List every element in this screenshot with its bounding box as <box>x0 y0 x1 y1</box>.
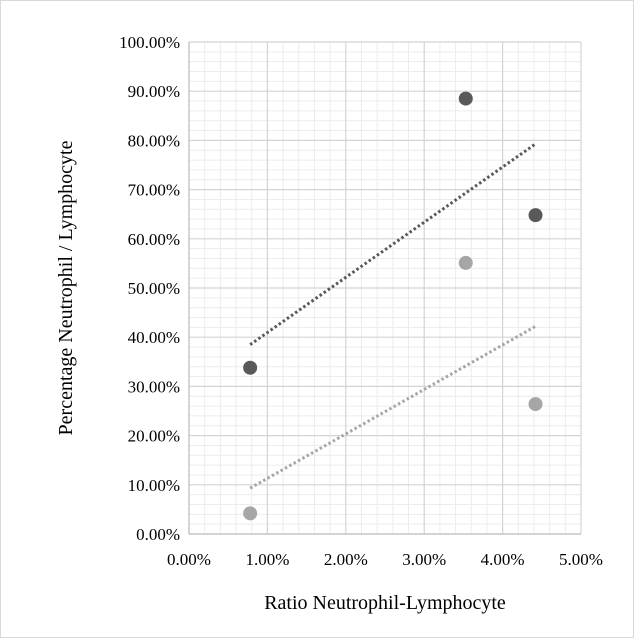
x-tick-label: 0.00% <box>167 550 211 569</box>
y-tick-label: 40.00% <box>128 328 180 347</box>
data-point-series-1 <box>243 360 258 375</box>
x-tick-label: 3.00% <box>402 550 446 569</box>
y-tick-label: 70.00% <box>128 181 180 200</box>
y-tick-label: 100.00% <box>119 33 180 52</box>
y-tick-label: 60.00% <box>128 230 180 249</box>
y-tick-labels: 0.00% 10.00% 20.00% 30.00% 40.00% 50.00% 60.00… <box>119 33 180 544</box>
data-point-series-2 <box>528 397 543 412</box>
x-tick-label: 2.00% <box>324 550 368 569</box>
y-tick-label: 10.00% <box>128 476 180 495</box>
y-tick-label: 0.00% <box>136 525 180 544</box>
major-grid <box>188 41 582 535</box>
trendline-series-1 <box>249 142 537 346</box>
y-tick-label: 90.00% <box>128 82 180 101</box>
y-tick-label: 50.00% <box>128 279 180 298</box>
y-tick-label: 30.00% <box>128 377 180 396</box>
x-tick-label: 5.00% <box>559 550 603 569</box>
y-tick-label: 20.00% <box>128 427 180 446</box>
y-tick-label: 80.00% <box>128 131 180 150</box>
x-axis-title: Ratio Neutrophil-Lymphocyte <box>264 592 506 614</box>
data-points <box>243 91 543 521</box>
x-tick-label: 1.00% <box>245 550 289 569</box>
x-tick-labels: 0.00% 1.00% 2.00% 3.00% 4.00% 5.00% <box>167 550 603 569</box>
data-point-series-2 <box>458 255 473 270</box>
axes <box>188 42 581 535</box>
trendlines <box>249 142 537 490</box>
x-tick-label: 4.00% <box>481 550 525 569</box>
data-point-series-1 <box>528 208 543 223</box>
data-point-series-1 <box>458 91 473 106</box>
y-axis-title: Percentage Neutrophil / Lymphocyte <box>55 140 77 435</box>
data-point-series-2 <box>243 506 258 521</box>
